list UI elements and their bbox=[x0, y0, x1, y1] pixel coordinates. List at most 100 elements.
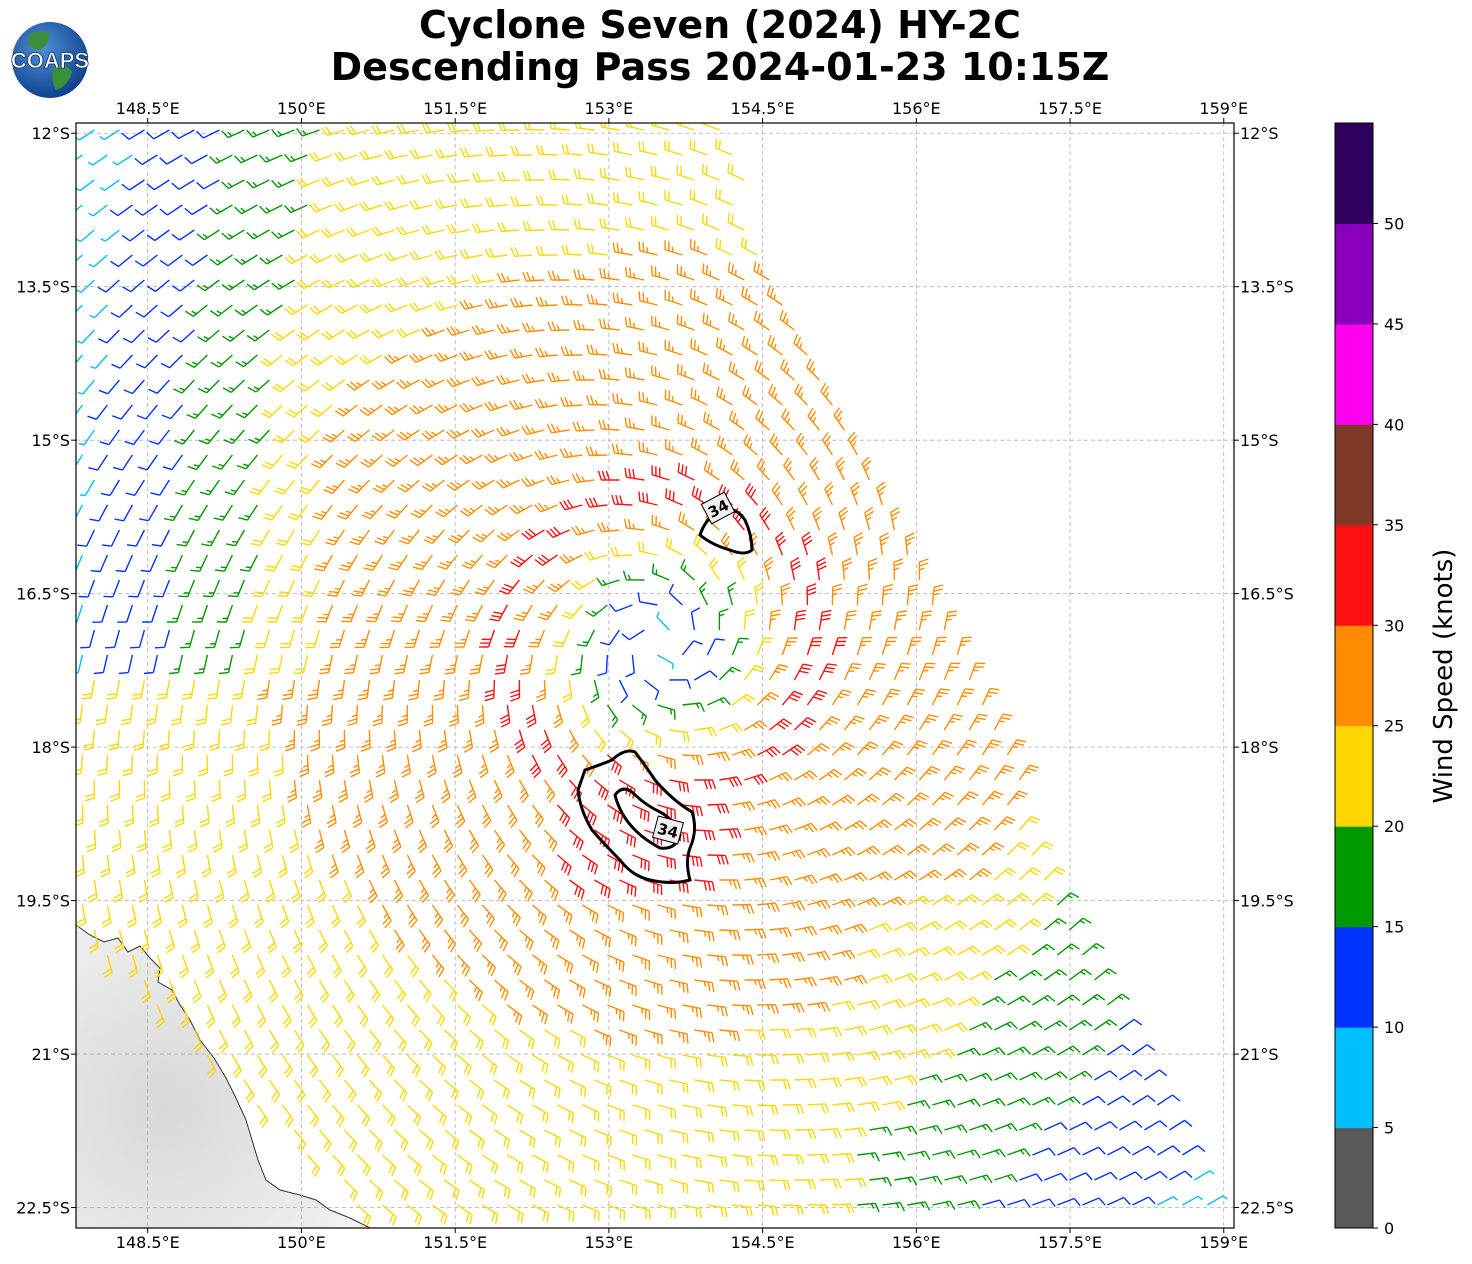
wind-barb bbox=[421, 224, 445, 235]
wind-barb bbox=[1132, 1196, 1156, 1206]
colorbar-segment bbox=[1335, 926, 1373, 1028]
wind-barb bbox=[956, 688, 975, 706]
wind-barb bbox=[624, 467, 645, 481]
wind-barb bbox=[76, 604, 84, 623]
wind-barb bbox=[599, 217, 620, 231]
wind-barb bbox=[594, 1029, 612, 1047]
wind-barb bbox=[206, 679, 221, 700]
wind-barb bbox=[309, 354, 333, 366]
wind-barb bbox=[547, 372, 570, 383]
wind-barb bbox=[434, 148, 458, 159]
wind-barb bbox=[607, 954, 625, 972]
wind-barb bbox=[831, 689, 852, 706]
wind-barb bbox=[446, 429, 470, 439]
wind-barb bbox=[78, 579, 96, 598]
wind-barb bbox=[618, 679, 629, 704]
wind-barb bbox=[894, 1074, 918, 1085]
wind-barb bbox=[1006, 841, 1029, 856]
wind-barb bbox=[882, 947, 906, 958]
wind-barb bbox=[534, 450, 558, 461]
wind-barb bbox=[371, 175, 395, 186]
wind-barb bbox=[594, 1079, 612, 1097]
wind-barb bbox=[88, 254, 108, 268]
wind-barb bbox=[76, 129, 95, 141]
wind-barb bbox=[576, 629, 596, 647]
wind-barb bbox=[248, 754, 259, 777]
wind-barb bbox=[518, 879, 533, 902]
wind-barb bbox=[606, 704, 619, 728]
wind-barb bbox=[356, 954, 368, 979]
wind-barb bbox=[676, 264, 695, 281]
wind-barb bbox=[1057, 1096, 1081, 1106]
wind-barb bbox=[694, 1029, 715, 1043]
wind-barb bbox=[523, 123, 545, 131]
wind-barb bbox=[459, 147, 483, 158]
wind-barb bbox=[408, 679, 421, 701]
wind-barb bbox=[544, 1129, 562, 1148]
wind-barb bbox=[218, 1029, 229, 1054]
colorbar bbox=[1334, 122, 1374, 1229]
wind-barb bbox=[409, 301, 433, 312]
wind-barb bbox=[534, 347, 558, 358]
wind-barb bbox=[506, 1004, 523, 1026]
wind-barb bbox=[443, 1079, 459, 1101]
wind-barb bbox=[894, 870, 918, 881]
wind-barb bbox=[1044, 1071, 1068, 1081]
wind-barb bbox=[1081, 993, 1106, 1006]
wind-barb bbox=[234, 204, 258, 215]
wind-barb bbox=[418, 979, 432, 1003]
wind-barb bbox=[346, 227, 370, 238]
wind-barb bbox=[669, 1079, 689, 1094]
wind-barb bbox=[181, 679, 196, 700]
wind-barb bbox=[162, 454, 183, 471]
wind-barb bbox=[371, 379, 395, 390]
wind-barb bbox=[644, 1129, 663, 1145]
wind-barb bbox=[807, 1001, 831, 1012]
wind-barb bbox=[932, 1099, 956, 1109]
wind-barb bbox=[86, 829, 97, 853]
wind-barb bbox=[694, 1079, 715, 1093]
wind-barb bbox=[740, 237, 758, 256]
wind-barb bbox=[173, 379, 195, 394]
wind-barb bbox=[262, 504, 283, 521]
wind-barb bbox=[493, 1029, 510, 1051]
wind-barb bbox=[612, 142, 633, 156]
wind-barb bbox=[271, 329, 295, 341]
wind-barb bbox=[459, 454, 483, 465]
wind-barb bbox=[336, 504, 358, 520]
wind-barb bbox=[229, 629, 246, 649]
wind-barb bbox=[728, 311, 745, 331]
wind-barb bbox=[321, 379, 345, 392]
wind-barb bbox=[367, 879, 378, 904]
wind-barb bbox=[386, 504, 408, 519]
wind-barb bbox=[994, 1021, 1018, 1031]
wind-barb bbox=[831, 741, 855, 756]
wind-barb bbox=[782, 1204, 804, 1215]
wind-barb bbox=[128, 954, 139, 979]
lon-tick-label-top: 159°E bbox=[1199, 99, 1248, 118]
wind-barb bbox=[753, 261, 770, 281]
wind-barb bbox=[390, 604, 409, 623]
wind-barb bbox=[769, 1129, 791, 1140]
wind-barb bbox=[638, 391, 658, 406]
wind-barb bbox=[794, 1027, 817, 1038]
wind-barb bbox=[236, 779, 247, 803]
wind-barb bbox=[277, 579, 296, 598]
wind-barb bbox=[138, 879, 149, 903]
wind-barb bbox=[296, 704, 309, 726]
wind-barb bbox=[299, 754, 310, 778]
wind-barb bbox=[857, 1101, 881, 1112]
lat-tick-label-left: 15°S bbox=[31, 431, 70, 450]
wind-barb bbox=[1068, 968, 1092, 981]
wind-barb bbox=[668, 583, 683, 606]
wind-barb bbox=[481, 954, 497, 977]
wind-barb bbox=[457, 1204, 473, 1225]
lon-tick-label-top: 156°E bbox=[892, 99, 941, 118]
wind-barb bbox=[844, 820, 868, 831]
colorbar-tick-label: 35 bbox=[1384, 516, 1404, 535]
wind-barb bbox=[294, 654, 309, 675]
wind-barb bbox=[907, 895, 931, 906]
wind-barb bbox=[418, 929, 431, 953]
wind-barb bbox=[443, 879, 455, 903]
wind-barb bbox=[547, 270, 570, 281]
